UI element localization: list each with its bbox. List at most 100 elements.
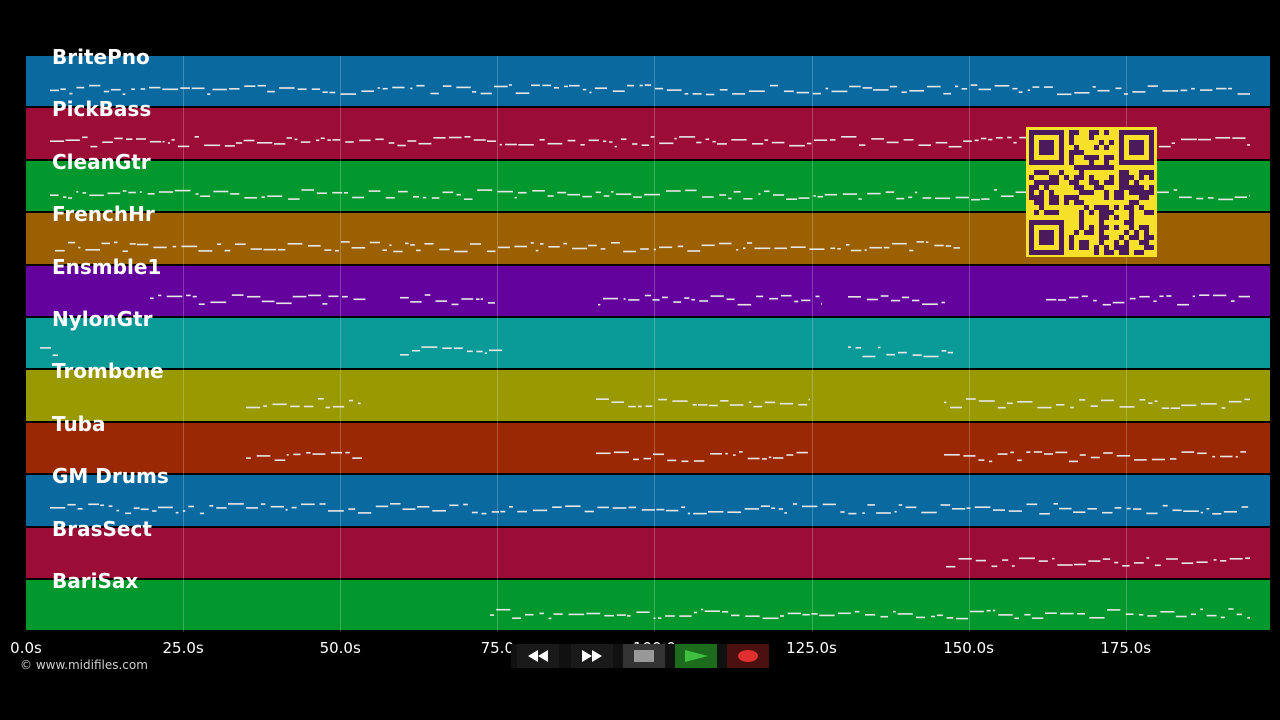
midi-note <box>854 610 860 613</box>
midi-note <box>1008 510 1022 513</box>
midi-note <box>772 456 784 459</box>
play-button[interactable] <box>675 644 717 668</box>
midi-note <box>1197 452 1207 454</box>
midi-note <box>947 351 953 354</box>
midi-note <box>802 505 818 508</box>
midi-note <box>297 88 307 90</box>
midi-note <box>1129 297 1136 299</box>
midi-note <box>880 615 888 618</box>
midi-note <box>698 404 708 407</box>
midi-note <box>329 91 336 94</box>
midi-note <box>719 89 728 91</box>
midi-note <box>980 138 987 140</box>
midi-note <box>171 139 175 142</box>
track-row[interactable] <box>26 422 1270 474</box>
midi-note <box>998 614 1013 616</box>
midi-note <box>293 453 301 455</box>
midi-note <box>256 142 273 144</box>
midi-note <box>1123 93 1129 95</box>
midi-note <box>499 144 502 146</box>
midi-note <box>388 142 395 145</box>
track-name: Trombone <box>52 359 164 384</box>
midi-note <box>267 195 283 197</box>
midi-note <box>417 506 430 508</box>
midi-note <box>424 243 434 245</box>
midi-note <box>535 249 539 252</box>
midi-note <box>435 299 448 302</box>
track-row[interactable] <box>26 56 1270 107</box>
midi-note <box>1240 450 1246 453</box>
track-row[interactable] <box>26 580 1270 631</box>
midi-note <box>1002 558 1009 561</box>
midi-note <box>596 398 609 401</box>
midi-note <box>1046 298 1057 301</box>
midi-note <box>1033 450 1043 453</box>
midi-note <box>898 504 903 506</box>
midi-note <box>217 243 222 246</box>
midi-note <box>978 459 985 461</box>
note-lane <box>50 503 1249 515</box>
midi-note <box>753 406 763 408</box>
rewind-button[interactable] <box>517 644 559 668</box>
midi-note <box>897 613 913 615</box>
track-row[interactable] <box>26 318 1270 369</box>
midi-note <box>246 457 251 459</box>
midi-note <box>1148 402 1153 405</box>
midi-note <box>186 294 191 296</box>
midi-note <box>508 84 512 86</box>
midi-note <box>643 457 651 460</box>
track-row[interactable] <box>26 265 1270 316</box>
midi-note <box>1092 86 1096 88</box>
midi-note <box>1027 89 1031 91</box>
track-row[interactable] <box>26 370 1270 421</box>
midi-note <box>76 190 79 193</box>
midi-note <box>696 142 702 144</box>
midi-note <box>914 191 918 193</box>
midi-note <box>922 302 938 305</box>
midi-note <box>361 90 374 92</box>
midi-note <box>802 613 810 616</box>
midi-note <box>991 565 998 567</box>
midi-note <box>736 249 739 251</box>
record-button[interactable] <box>727 644 769 668</box>
midi-note <box>1220 616 1225 619</box>
midi-note <box>150 297 154 299</box>
midi-note <box>941 350 947 352</box>
track-row[interactable] <box>26 527 1270 578</box>
track-row[interactable] <box>26 475 1270 526</box>
midi-note <box>786 453 794 456</box>
midi-note <box>1181 404 1197 407</box>
midi-note <box>140 88 146 90</box>
midi-note <box>611 242 620 244</box>
midi-note <box>257 84 266 87</box>
midi-note <box>288 198 300 200</box>
fast-forward-button[interactable] <box>571 644 613 668</box>
midi-note <box>580 144 585 146</box>
midi-note <box>1060 612 1074 615</box>
midi-note <box>498 246 510 249</box>
midi-note <box>801 299 811 301</box>
midi-note <box>316 139 320 142</box>
midi-note <box>701 244 715 247</box>
midi-note <box>451 303 459 305</box>
midi-note <box>1044 452 1053 455</box>
stop-button[interactable] <box>623 644 665 668</box>
midi-note <box>909 249 914 252</box>
midi-note <box>332 191 343 194</box>
midi-note <box>965 398 976 401</box>
midi-note <box>1125 613 1134 615</box>
midi-note <box>627 84 635 87</box>
midi-note <box>188 505 194 508</box>
midi-note <box>303 406 314 408</box>
midi-note <box>934 244 944 247</box>
midi-note <box>824 193 837 196</box>
midi-note <box>306 451 311 454</box>
midi-note <box>325 407 330 409</box>
midi-note <box>1212 455 1216 458</box>
midi-note <box>229 88 240 90</box>
track-name: FrenchHr <box>52 202 155 227</box>
midi-note <box>665 615 675 617</box>
midi-note <box>693 512 707 515</box>
midi-note <box>553 87 560 89</box>
midi-note <box>1241 506 1249 508</box>
